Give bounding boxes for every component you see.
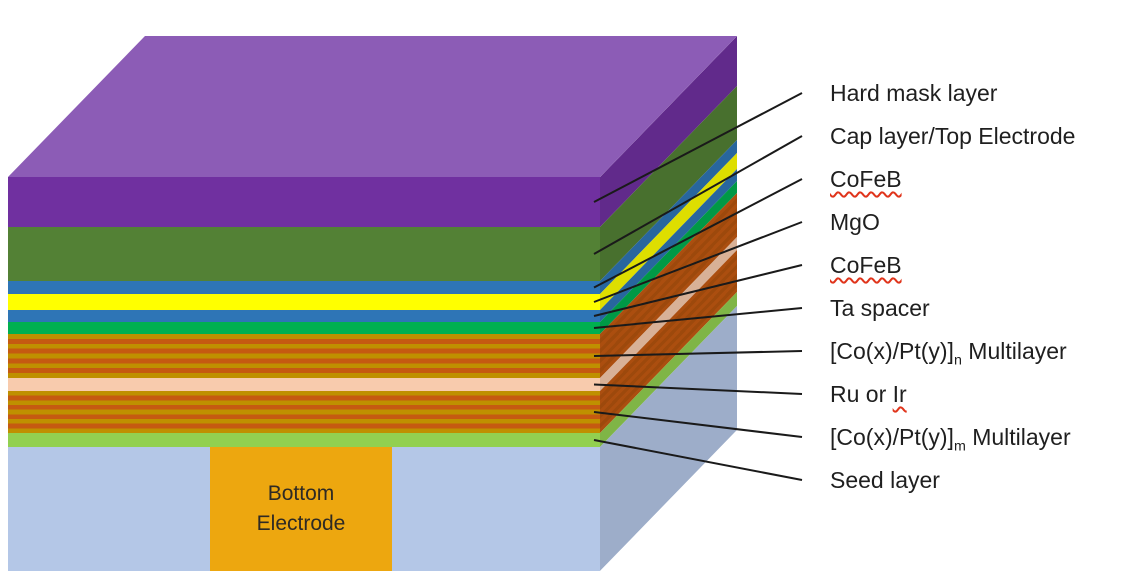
label-text: CoFeB <box>830 166 902 192</box>
bottom-electrode-label: Bottom Electrode <box>256 482 346 535</box>
layer-front-ta-spacer <box>8 322 600 334</box>
layer-label-cap-layer-top-electrode: Cap layer/Top Electrode <box>830 121 1075 151</box>
layer-label-co-pt-multilayer-n: [Co(x)/Pt(y)]n Multilayer <box>830 336 1067 369</box>
label-subscript: m <box>953 438 966 455</box>
bottom-electrode: Bottom Electrode <box>210 447 392 571</box>
layer-front-cofeb-top <box>8 281 600 294</box>
layer-front-ru-or-ir <box>8 378 600 391</box>
label-text: MgO <box>830 209 880 235</box>
label-text: Cap layer/Top Electrode <box>830 123 1076 149</box>
layer-label-seed-layer: Seed layer <box>830 465 940 495</box>
layer-label-mgo: MgO <box>830 207 880 237</box>
label-text: CoFeB <box>830 252 902 278</box>
label-text: Multilayer <box>961 338 1067 364</box>
label-text: Ru or <box>830 381 893 407</box>
layer-front-hard-mask-layer <box>8 177 600 227</box>
label-text: Ta spacer <box>830 295 930 321</box>
layer-label-cofeb-top: CoFeB <box>830 164 902 194</box>
layer-front-co-pt-multilayer-m <box>8 391 600 433</box>
layer-front-co-pt-multilayer-n <box>8 334 600 378</box>
layer-front-cofeb-bottom <box>8 310 600 322</box>
layer-label-ta-spacer: Ta spacer <box>830 293 930 323</box>
layer-front-cap-layer-top-electrode <box>8 227 600 281</box>
label-text: Multilayer <box>965 424 1071 450</box>
layer-front-seed-layer <box>8 433 600 447</box>
layer-label-co-pt-multilayer-m: [Co(x)/Pt(y)]m Multilayer <box>830 422 1071 455</box>
label-text: Hard mask layer <box>830 80 998 106</box>
label-text: Ir <box>892 381 907 407</box>
layer-front-mgo <box>8 294 600 310</box>
label-text: [Co(x)/Pt(y)] <box>830 338 954 364</box>
layer-label-cofeb-bottom: CoFeB <box>830 250 902 280</box>
layer-label-ru-or-ir: Ru or Ir <box>830 379 907 409</box>
label-text: Seed layer <box>830 467 940 493</box>
layer-label-hard-mask-layer: Hard mask layer <box>830 78 997 108</box>
label-text: [Co(x)/Pt(y)] <box>830 424 954 450</box>
label-subscript: n <box>953 352 962 369</box>
stack-front-face: Bottom Electrode <box>8 177 600 571</box>
